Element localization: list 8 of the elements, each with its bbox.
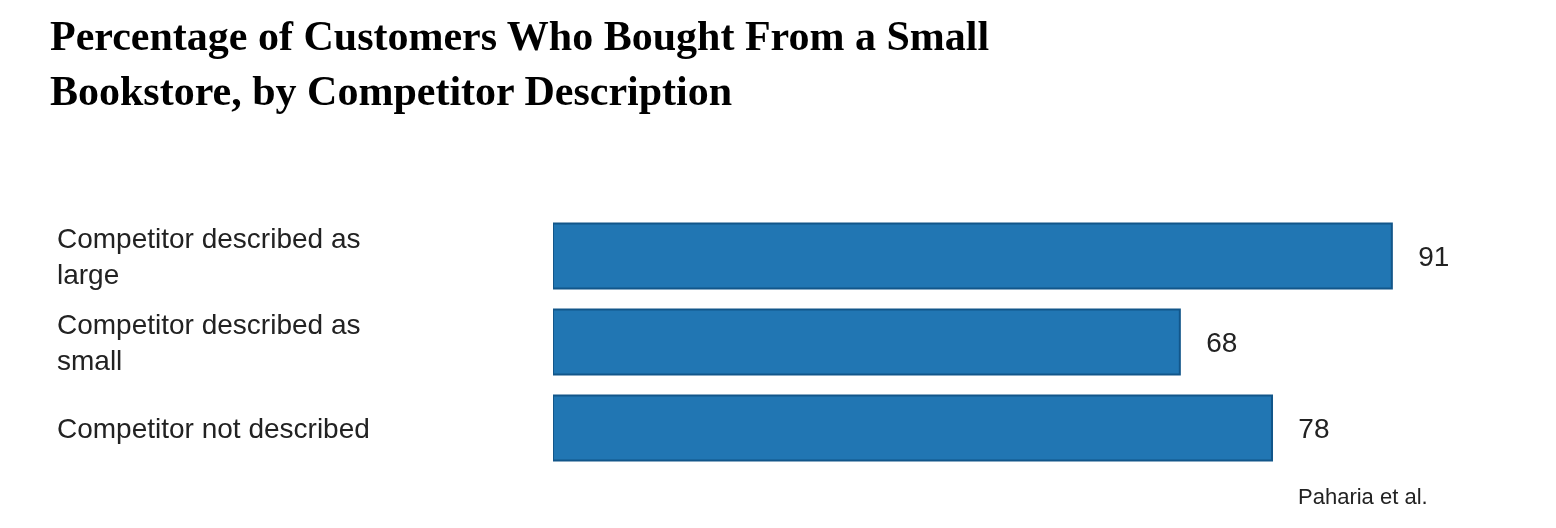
data-label: 68 bbox=[1182, 326, 1238, 358]
y-tick-label: Competitor described as large bbox=[57, 223, 361, 291]
chart-title: Percentage of Customers Who Bought From a Small Bookstore, by Competitor Description bbox=[50, 13, 990, 114]
y-tick-label: Competitor not described bbox=[57, 413, 370, 444]
data-label: 78 bbox=[1275, 412, 1330, 444]
y-tick-label: Competitor described as small bbox=[57, 309, 361, 377]
text: Paharia et al. bbox=[1298, 484, 1428, 509]
data-label: 91 bbox=[1394, 240, 1450, 272]
